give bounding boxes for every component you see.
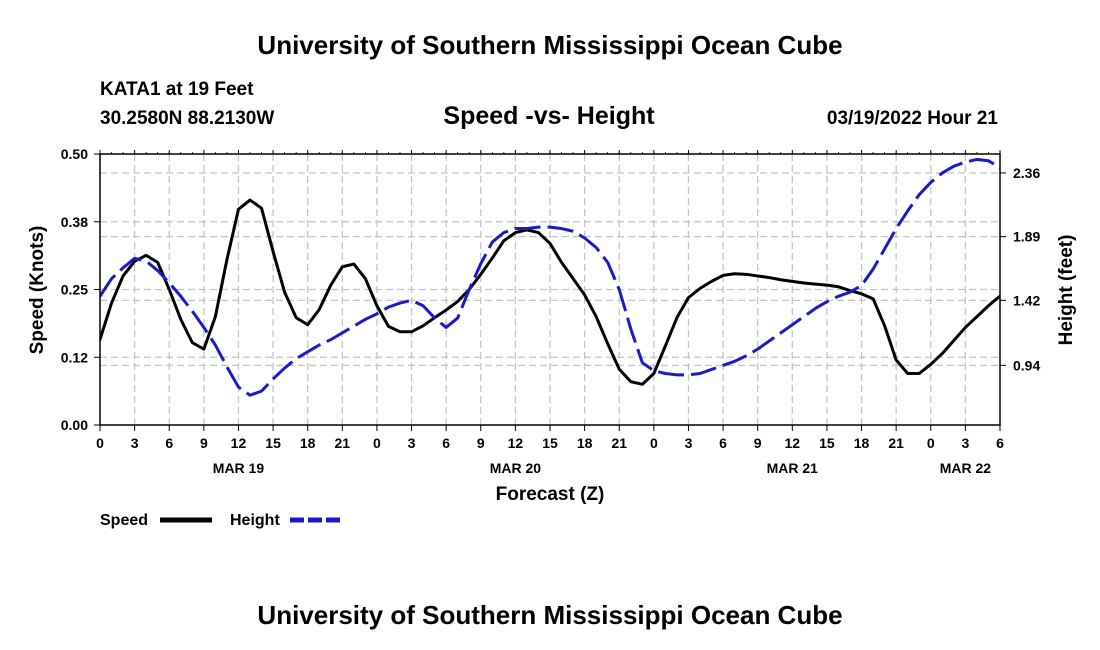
x-tick-label: 0 xyxy=(650,435,658,451)
x-date-label: MAR 22 xyxy=(940,460,992,476)
x-tick-label: 21 xyxy=(335,435,351,451)
x-tick-label: 12 xyxy=(231,435,247,451)
x-tick-label: 6 xyxy=(165,435,173,451)
x-date-label: MAR 19 xyxy=(213,460,265,476)
y-left-tick-label: 0.25 xyxy=(61,282,88,298)
y-right-tick-label: 1.89 xyxy=(1013,229,1040,245)
x-tick-label: 15 xyxy=(542,435,558,451)
x-tick-label: 21 xyxy=(611,435,627,451)
forecast-datetime: 03/19/2022 Hour 21 xyxy=(827,108,999,129)
axes: 0 3 6 9 12 15 18 21 0 3 6 9 12 15 18 21 0 3 6 9 12 15 18 21 0 3 6M… xyxy=(61,146,1041,476)
x-tick-label: 18 xyxy=(300,435,316,451)
x-tick-label: 3 xyxy=(961,435,969,451)
x-tick-label: 15 xyxy=(819,435,835,451)
y-left-tick-label: 0.00 xyxy=(61,417,88,433)
x-tick-label: 18 xyxy=(854,435,870,451)
series-height-line xyxy=(100,157,1000,397)
y-right-tick-label: 1.42 xyxy=(1013,292,1040,308)
x-tick-label: 3 xyxy=(408,435,416,451)
x-tick-label: 6 xyxy=(442,435,450,451)
x-tick-label: 18 xyxy=(577,435,593,451)
legend: Speed Height xyxy=(100,512,342,529)
x-tick-label: 6 xyxy=(996,435,1004,451)
y-axis-left-label: Speed (Knots) xyxy=(27,226,48,355)
x-tick-label: 9 xyxy=(200,435,208,451)
x-tick-label: 9 xyxy=(754,435,762,451)
x-tick-label: 12 xyxy=(785,435,801,451)
x-date-label: MAR 20 xyxy=(490,460,542,476)
y-left-tick-label: 0.38 xyxy=(61,214,88,230)
grid xyxy=(100,154,1000,425)
y-left-tick-label: 0.12 xyxy=(61,349,88,365)
page-title: University of Southern Mississippi Ocean… xyxy=(257,30,842,60)
x-axis-label: Forecast (Z) xyxy=(496,484,605,505)
x-tick-label: 0 xyxy=(927,435,935,451)
y-right-tick-label: 0.94 xyxy=(1013,357,1040,373)
y-left-tick-label: 0.50 xyxy=(61,146,88,162)
x-date-label: MAR 21 xyxy=(767,460,819,476)
series-layer xyxy=(100,157,1000,397)
y-axis-right-label: Height (feet) xyxy=(1056,235,1077,346)
x-tick-label: 9 xyxy=(477,435,485,451)
x-tick-label: 0 xyxy=(96,435,104,451)
legend-speed-label: Speed xyxy=(100,512,148,529)
chart-title: Speed -vs- Height xyxy=(443,102,655,130)
footer-title: University of Southern Mississippi Ocean… xyxy=(257,600,842,630)
series-speed-line xyxy=(100,198,1000,386)
station-coords: 30.2580N 88.2130W xyxy=(100,108,274,129)
x-tick-label: 3 xyxy=(685,435,693,451)
y-right-tick-label: 2.36 xyxy=(1013,165,1040,181)
x-tick-label: 15 xyxy=(265,435,281,451)
x-tick-label: 21 xyxy=(888,435,904,451)
legend-height-label: Height xyxy=(230,512,280,529)
x-tick-label: 0 xyxy=(373,435,381,451)
x-tick-label: 12 xyxy=(508,435,524,451)
x-tick-label: 3 xyxy=(131,435,139,451)
station-label: KATA1 at 19 Feet xyxy=(100,79,254,100)
x-tick-label: 6 xyxy=(719,435,727,451)
